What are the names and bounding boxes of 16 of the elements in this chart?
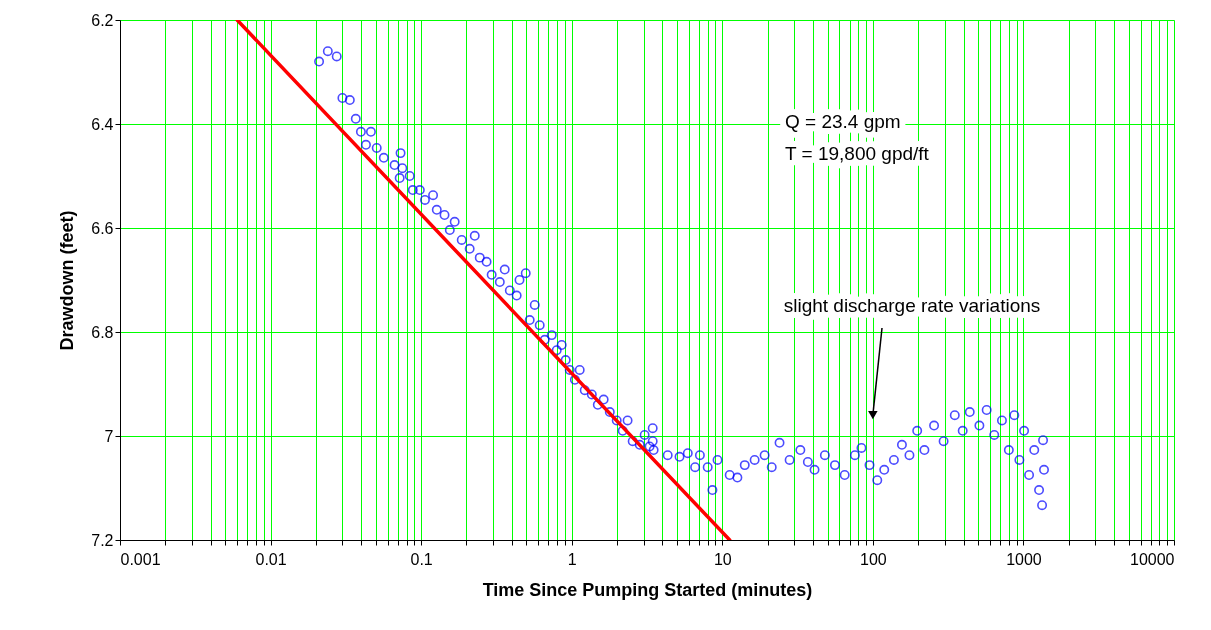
x-tick-label: 0.01 xyxy=(255,550,287,568)
y-tick-label: 6.4 xyxy=(91,115,114,133)
y-axis-title: Drawdown (feet) xyxy=(57,210,78,351)
y-tick-label: 6.2 xyxy=(91,11,114,29)
y-tick-label: 6.6 xyxy=(91,219,114,237)
x-axis-title: Time Since Pumping Started (minutes) xyxy=(482,579,813,600)
x-tick-label: 0.1 xyxy=(410,550,433,568)
x-tick-label: 1 xyxy=(567,550,577,568)
x-tick-label: 10 xyxy=(713,550,732,568)
x-tick-label: 1000 xyxy=(1006,550,1042,568)
y-tick-label: 7 xyxy=(104,427,114,445)
x-tick-label: 10000 xyxy=(1130,550,1175,568)
x-tick-label: 0.001 xyxy=(120,550,161,568)
y-tick-label: 6.8 xyxy=(91,323,114,341)
x-tick-label: 100 xyxy=(860,550,887,568)
y-tick-label: 7.2 xyxy=(91,531,114,549)
